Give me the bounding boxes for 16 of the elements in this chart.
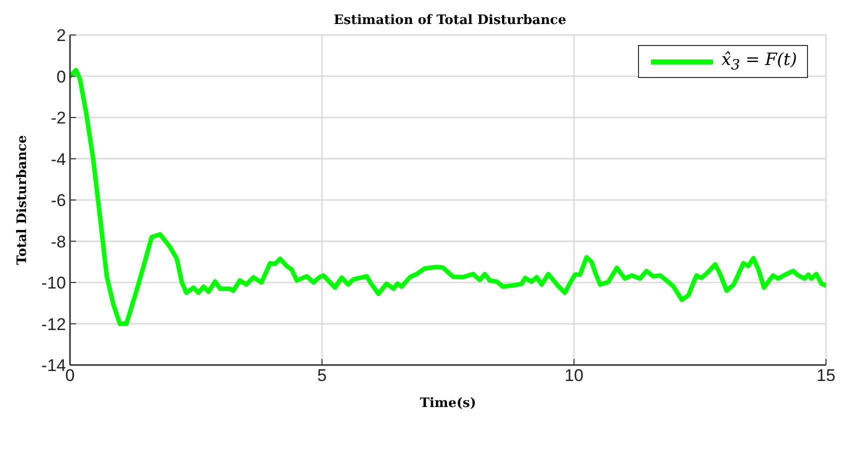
x-tick-label: 5 xyxy=(317,366,327,386)
y-tick-label: -12 xyxy=(41,314,66,334)
y-axis-title: Total Disturbance xyxy=(15,135,30,265)
y-tick-label: 0 xyxy=(56,67,66,86)
y-tick-label: -2 xyxy=(50,108,66,128)
chart-title: Estimation of Total Disturbance xyxy=(334,13,566,28)
x-axis-title: Time(s) xyxy=(420,396,476,411)
y-tick-label: -6 xyxy=(50,191,66,210)
y-tick-label: 2 xyxy=(56,26,66,46)
x-tick-label: 10 xyxy=(564,366,584,386)
y-tick-label: -8 xyxy=(50,232,66,252)
y-tick-label: -14 xyxy=(41,356,66,376)
y-tick-label: -10 xyxy=(41,274,66,293)
x-tick-label: 15 xyxy=(816,366,836,386)
y-tick-label: -4 xyxy=(50,150,66,169)
legend-label: x̂$_{3}$ = F(t) xyxy=(721,50,797,74)
